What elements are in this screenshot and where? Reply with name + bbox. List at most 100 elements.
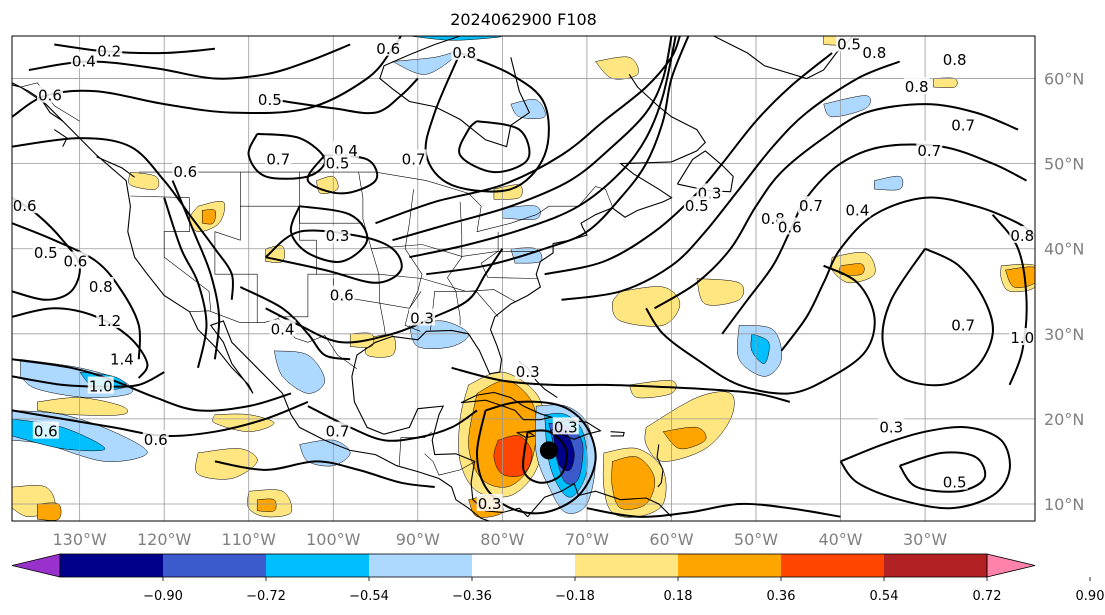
contour-label: 1.2 (97, 312, 121, 330)
colorbar-extend-high (986, 553, 1036, 578)
border-states-8 (240, 205, 363, 224)
colorbar-tick-label: 0.72 (973, 589, 1002, 604)
contour-trop-sw-0.3 (586, 502, 841, 518)
coastline-na-west (12, 84, 520, 521)
shade-pac-orange-3 (37, 502, 62, 521)
contour-label-bg (265, 149, 292, 167)
colorbar-frame (59, 553, 988, 578)
lon-tick-label: 90°W (396, 530, 440, 549)
border-states-1 (214, 172, 258, 323)
contour-label-bg (332, 140, 359, 158)
contour-label: 0.7 (402, 150, 426, 168)
contour-label-bg (32, 242, 59, 260)
contour-label-bg (37, 85, 64, 103)
contour-label: 0.3 (554, 418, 578, 436)
border-states-3 (358, 172, 386, 337)
contour-label-bg (142, 430, 169, 448)
contour-label-bg (375, 38, 402, 56)
lat-tick-label: 20°N (1044, 410, 1084, 429)
colorbar-tick-label: −0.36 (452, 589, 492, 604)
colorbar-tick-label: −0.72 (246, 589, 286, 604)
contour-label: 0.5 (34, 244, 58, 262)
contour-label: 0.8 (943, 51, 967, 69)
shade-cam-blue-1 (299, 439, 351, 467)
contour-trop-e-0.5 (898, 451, 987, 493)
contour-label: 0.8 (905, 78, 929, 96)
shade-yellow-ne2 (612, 286, 681, 327)
contour-label-bg (514, 362, 541, 380)
contour-nw-0.2 (54, 43, 215, 55)
coastline-hudson-bay (379, 36, 531, 148)
lat-tick-label: 10°N (1044, 495, 1084, 514)
colorbar-tick-label: −0.54 (349, 589, 389, 604)
lon-tick-label: 80°W (480, 530, 524, 549)
shade-gl-blue (502, 205, 541, 220)
contour-cent-0.5 (273, 77, 419, 115)
colorbar-segment (60, 554, 164, 577)
shade-blue-atl2 (750, 333, 770, 364)
contour-pac-0.8 (12, 358, 292, 412)
colorbar-segment (472, 554, 576, 577)
contour-label-bg (70, 51, 97, 69)
contour-label: 0.6 (376, 40, 400, 58)
coastline-cuba (460, 391, 554, 421)
colorbar-tick-label: 0.36 (767, 589, 796, 604)
contour-label-bg (903, 77, 930, 95)
contour-label: 0.6 (144, 431, 168, 449)
contour-azores-1 (881, 247, 994, 387)
contour-nwatl-0.5 (561, 60, 901, 301)
colorbar-extend-low (11, 553, 61, 578)
contour-label-bg (941, 49, 968, 67)
contour-label: 0.6 (330, 287, 354, 305)
contour-label: 0.5 (258, 91, 282, 109)
contour-label: 0.7 (799, 197, 823, 215)
latitude-tick-labels: 60°N 50°N 40°N 30°N 20°N 10°N (1044, 70, 1084, 514)
shade-ne-blue-5 (823, 95, 871, 118)
contour-label-bg (108, 349, 135, 367)
lon-tick-label: 70°W (565, 530, 609, 549)
coastline-layer (12, 36, 854, 521)
contour-label-bg (172, 162, 199, 180)
coastline-sa-north (527, 482, 672, 518)
contour-midpac2 (171, 180, 221, 360)
shade-yellow-trop2 (644, 391, 735, 462)
colorbar-tick-label: 0.90 (1076, 589, 1105, 604)
contour-label: 0.8 (452, 44, 476, 62)
coastline-vancouver (96, 156, 135, 178)
contour-label-bg (96, 41, 123, 59)
contour-rockies-0.3 (289, 205, 369, 263)
contour-label: 0.6 (34, 423, 58, 441)
contour-nwatl-0.3 (544, 52, 833, 276)
lon-tick-label: 30°W (903, 530, 947, 549)
contour-label: 0.7 (951, 316, 975, 334)
contour-label-bg (861, 43, 888, 61)
contour-label-bg (950, 315, 977, 333)
coastline-lesser-antilles (656, 444, 664, 488)
contour-label-bg (269, 319, 296, 337)
longitude-tick-labels: 130°W 120°W 110°W 100°W 90°W 80°W 70°W 60°W 50°W… (52, 530, 947, 549)
contour-label: 0.3 (879, 418, 903, 436)
border-states-6 (480, 231, 538, 279)
contour-label-bg (797, 196, 824, 214)
shade-alaska-blue-1 (409, 36, 503, 41)
contour-label: 0.7 (917, 142, 941, 160)
shade-azores-orange (1005, 266, 1035, 288)
storm-center-marker (539, 441, 558, 460)
coastline-jamaica (516, 431, 536, 439)
contour-label-bg (87, 376, 114, 394)
contour-label-bg (324, 153, 351, 171)
contour-label-bg (87, 277, 114, 295)
colorbar-tick-label: −0.90 (143, 589, 183, 604)
contour-low-hudson-in (458, 120, 531, 174)
border-states-7 (130, 195, 211, 311)
lon-tick-label: 40°W (818, 530, 862, 549)
colorbar-segment (678, 554, 782, 577)
contour-tx-line (239, 286, 351, 361)
colorbar-tick-label: −0.18 (555, 589, 595, 604)
border-states-10 (371, 244, 538, 257)
contour-label-bg (328, 285, 355, 303)
contour-label-bg (844, 200, 871, 218)
contour-label-bg (62, 251, 89, 269)
shade-w-orange-10 (201, 209, 216, 225)
